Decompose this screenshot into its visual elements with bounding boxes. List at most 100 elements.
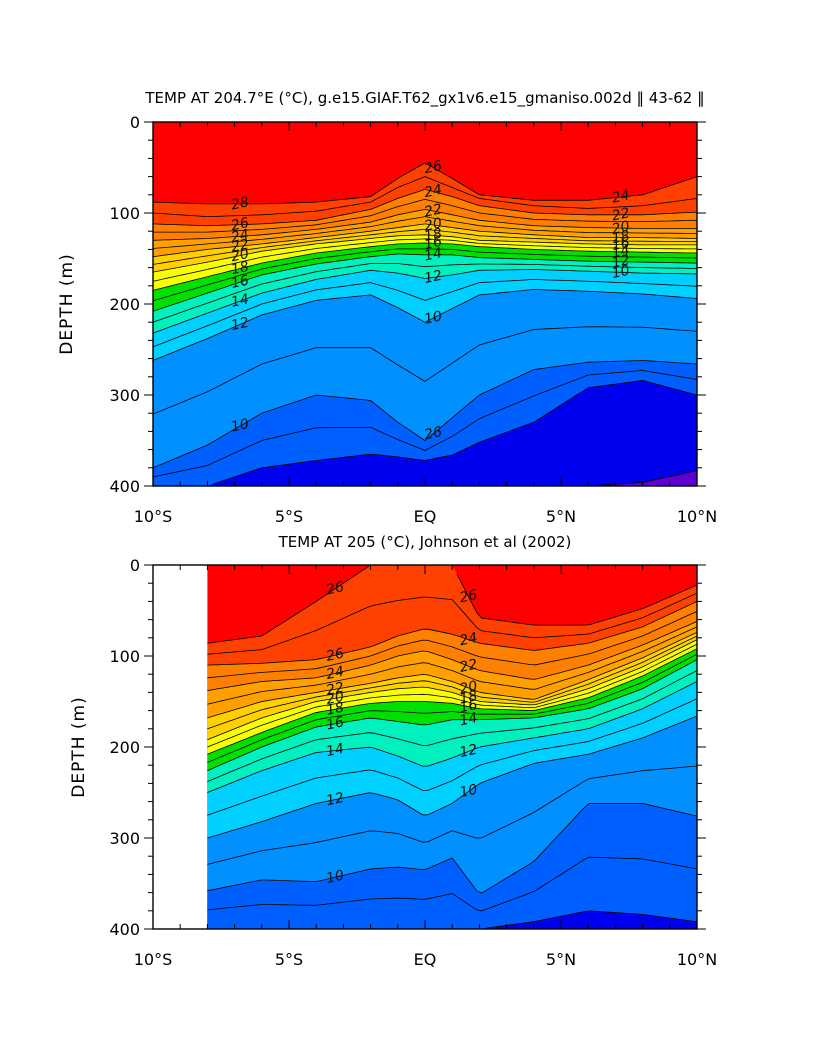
observed-y-tick-label: 300 (109, 829, 140, 848)
model-isotherm-line (153, 369, 697, 478)
model-contour-label: 22 (423, 201, 444, 220)
observed-temperature-band (207, 803, 697, 929)
model-contour-label: 22 (230, 236, 251, 255)
model-isotherm-line (153, 216, 697, 249)
observed-contour-label: 26 (325, 579, 346, 598)
model-x-tick-label: 5°S (275, 507, 303, 526)
model-contour-label: 24 (230, 227, 251, 246)
model-isotherm-line (153, 198, 697, 233)
observed-contour-label: 26 (325, 646, 346, 665)
model-contour-label: 14 (230, 291, 251, 310)
model-contour-label: 26 (230, 215, 251, 234)
observed-isotherm-line (207, 670, 697, 782)
model-temperature-band (153, 380, 697, 486)
observed-contour-label: 20 (325, 689, 346, 708)
model-axis-ticks (144, 121, 706, 487)
model-isotherm-line (153, 234, 697, 273)
model-contour-label: 14 (423, 245, 444, 264)
observed-temperature-band (207, 910, 697, 929)
observed-isotherm-line (207, 565, 697, 644)
observed-contour-label: 22 (458, 657, 479, 676)
model-isotherm-line (153, 278, 697, 348)
observed-axis-ticks (144, 564, 706, 930)
observed-isotherm-line (207, 659, 697, 772)
model-contour-label: 10 (610, 263, 631, 282)
observed-x-tick-label: 5°N (546, 950, 576, 969)
model-isotherm-line (153, 228, 697, 265)
model-y-tick-label: 200 (109, 295, 140, 314)
model-contour-label: 20 (230, 246, 251, 265)
model-contour-label: 26 (423, 158, 444, 177)
model-contour-label: 16 (423, 234, 444, 253)
model-contour-label: 16 (230, 273, 251, 292)
observed-isotherm-line (207, 611, 697, 679)
observed-x-tick-label: 5°S (275, 950, 303, 969)
model-y-axis-label: DEPTH (m) (57, 253, 77, 354)
model-isotherm-line (153, 359, 697, 469)
model-isotherm-line (153, 288, 697, 361)
model-contour-label: 18 (423, 226, 444, 245)
model-temperature-panel: 2826242220181614121026242220181614121026… (57, 89, 717, 526)
observed-isotherm-line (207, 639, 697, 741)
model-y-tick-label: 0 (130, 113, 140, 132)
model-contour-label: 28 (230, 194, 251, 213)
model-contour-label: 20 (423, 215, 444, 234)
model-isotherm-line (153, 188, 697, 227)
observed-isotherm-line (207, 765, 697, 865)
observed-isotherm-line (207, 621, 697, 691)
observed-x-tick-label: 10°N (677, 950, 717, 969)
model-isotherm-line (153, 242, 697, 291)
observed-isotherm-line (207, 681, 697, 793)
model-y-tick-label: 300 (109, 386, 140, 405)
model-contour-label: 12 (230, 315, 251, 334)
observed-contour-label: 10 (325, 868, 346, 887)
observed-isotherm-line (207, 803, 697, 894)
observed-isotherm-line (207, 856, 697, 912)
observed-contour-label: 26 (458, 587, 479, 606)
model-isotherm-line (153, 162, 697, 205)
observed-isotherm-line (207, 592, 697, 655)
model-isotherm-line (153, 223, 697, 258)
model-contour-label: 18 (230, 259, 251, 278)
model-panel-title: TEMP AT 204.7°E (°C), g.e15.GIAF.T62_gx1… (144, 89, 704, 108)
observed-contour-label: 24 (325, 664, 346, 683)
model-contour-label: 10 (423, 308, 444, 327)
observed-isotherm-line (207, 715, 697, 839)
observed-contour-label: 24 (458, 630, 479, 649)
observed-contour-label: 20 (458, 678, 479, 697)
observed-isotherm-line (207, 653, 697, 763)
observed-contour-label: 12 (458, 742, 479, 761)
model-contour-label: 24 (423, 182, 444, 201)
observed-x-tick-label: 10°S (134, 950, 173, 969)
model-isotherm-line (153, 238, 697, 282)
observed-isotherm-line (207, 643, 697, 748)
observed-panel-title: TEMP AT 205 (°C), Johnson et al (2002) (278, 533, 572, 551)
observed-contour-label: 18 (458, 688, 479, 707)
model-contour-label: 18 (610, 228, 631, 247)
model-contour-label: 20 (610, 218, 631, 237)
observed-contour-label: 16 (325, 714, 346, 733)
observed-x-tick-label: EQ (414, 950, 437, 969)
model-isotherm-line (153, 248, 697, 302)
model-isotherm-line (153, 326, 697, 415)
observed-isotherm-line (486, 910, 697, 929)
model-x-tick-label: 5°N (546, 507, 576, 526)
model-x-tick-label: 10°N (677, 507, 717, 526)
model-contour-label: 10 (230, 416, 251, 435)
model-isotherm-line (153, 208, 697, 241)
observed-contour-label: 10 (458, 782, 479, 801)
model-contour-lines (153, 162, 697, 486)
model-y-tick-label: 100 (109, 204, 140, 223)
observed-y-tick-label: 200 (109, 738, 140, 757)
observed-isotherm-line (207, 648, 697, 755)
model-isotherm-line (153, 253, 697, 312)
model-isotherm-line (153, 268, 697, 334)
observed-y-axis-label: DEPTH (m) (69, 696, 89, 797)
observed-contour-label: 12 (325, 790, 346, 809)
observed-isotherm-line (207, 635, 697, 730)
model-x-tick-label: EQ (414, 507, 437, 526)
model-x-tick-label: 10°S (134, 507, 173, 526)
